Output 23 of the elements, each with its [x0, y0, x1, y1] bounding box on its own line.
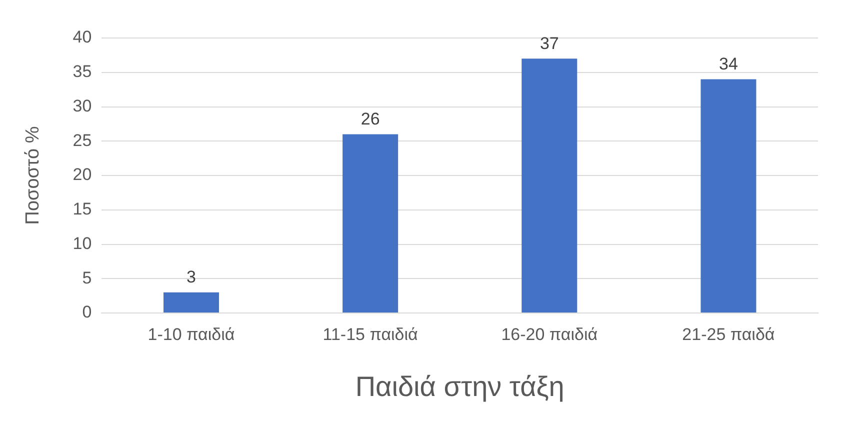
y-tick-label: 30: [72, 96, 92, 116]
y-tick-label: 20: [72, 165, 92, 184]
x-tick-label: 11-15 παιδιά: [322, 324, 418, 344]
x-tick-label: 1-10 παιδιά: [148, 324, 235, 344]
data-label: 3: [186, 268, 196, 287]
y-tick-label: 35: [72, 62, 92, 82]
data-label: 26: [360, 109, 380, 128]
y-tick-label: 0: [82, 302, 92, 322]
data-label: 34: [719, 54, 738, 74]
y-tick-label: 15: [72, 200, 92, 219]
y-tick-label: 40: [72, 28, 92, 47]
bar: [700, 79, 756, 312]
y-tick-label: 5: [82, 268, 92, 288]
y-axis-title: Ποσοστό %: [22, 126, 44, 225]
y-tick-label: 10: [72, 234, 92, 253]
y-tick-label: 25: [72, 130, 92, 150]
x-tick-label: 21-25 παιδά: [682, 324, 775, 344]
data-label: 37: [540, 34, 559, 53]
bar: [522, 58, 578, 312]
bar: [163, 292, 219, 312]
x-tick-label: 16-20 παιδιά: [501, 324, 598, 344]
x-axis-title: Παιδιά στην τάξη: [355, 370, 564, 402]
bar: [342, 134, 398, 312]
